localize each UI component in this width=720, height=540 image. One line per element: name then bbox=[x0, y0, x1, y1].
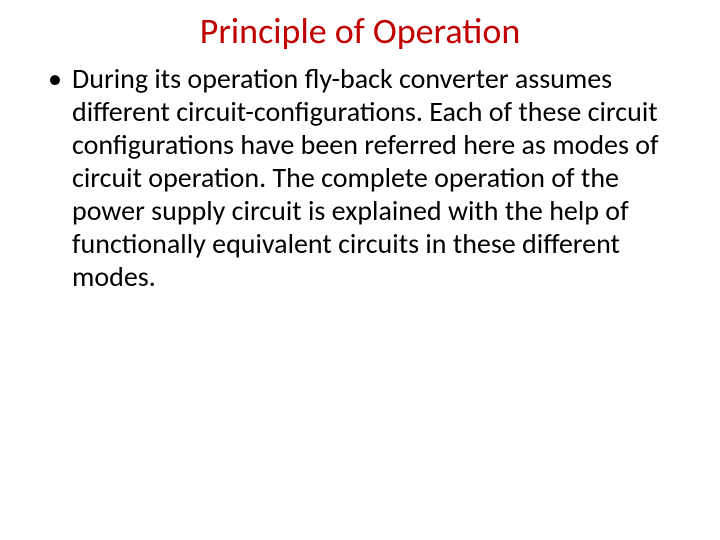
bullet-list: During its operation fly-back converter … bbox=[40, 62, 680, 293]
bullet-item: During its operation fly-back converter … bbox=[72, 62, 680, 293]
slide: Principle of Operation During its operat… bbox=[0, 0, 720, 540]
slide-title: Principle of Operation bbox=[40, 12, 680, 52]
